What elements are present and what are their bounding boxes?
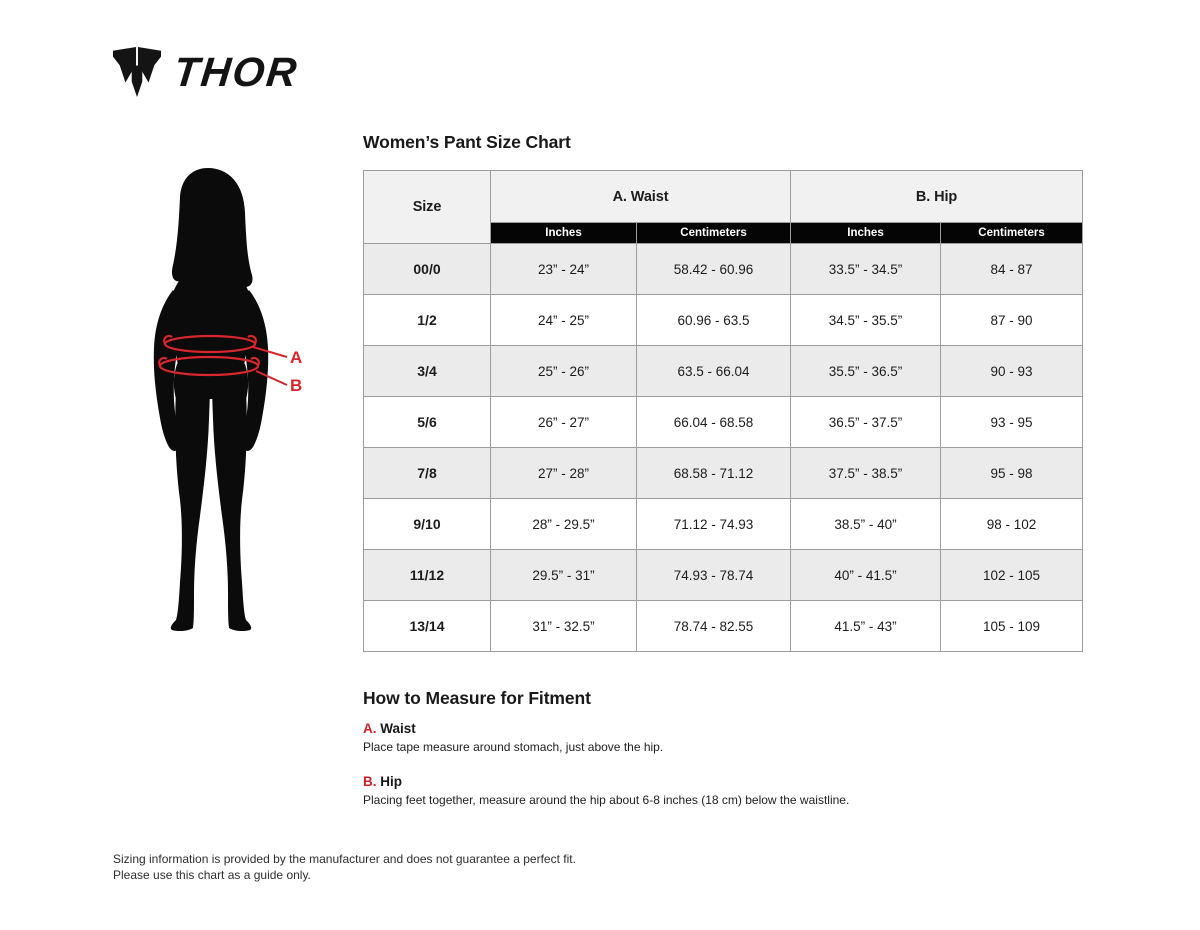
size-cell: 5/6: [363, 396, 491, 448]
unit-header-hip-centimeters: Centimeters: [939, 222, 1084, 244]
hip-centimeters-cell: 87 - 90: [939, 294, 1084, 346]
column-header-hip: B. Hip: [789, 170, 1084, 223]
table-row: 1/2 24” - 25” 60.96 - 63.5 34.5” - 35.5”…: [363, 294, 1084, 346]
brand-header: THOR: [112, 44, 301, 98]
hip-centimeters-cell: 98 - 102: [939, 498, 1084, 550]
hip-centimeters-cell: 95 - 98: [939, 447, 1084, 499]
table-row: 13/14 31” - 32.5” 78.74 - 82.55 41.5” - …: [363, 600, 1084, 652]
measure-name-hip: Hip: [380, 774, 403, 789]
hip-inches-cell: 38.5” - 40”: [790, 498, 941, 550]
column-header-size: Size: [363, 170, 491, 244]
table-row: 5/6 26” - 27” 66.04 - 68.58 36.5” - 37.5…: [363, 396, 1084, 448]
disclaimer-line-2: Please use this chart as a guide only.: [113, 867, 311, 882]
size-cell: 00/0: [363, 243, 491, 295]
hip-label: B: [290, 376, 302, 395]
waist-centimeters-cell: 74.93 - 78.74: [636, 549, 791, 601]
waist-centimeters-cell: 60.96 - 63.5: [636, 294, 791, 346]
waist-inches-cell: 27” - 28”: [490, 447, 637, 499]
hip-centimeters-cell: 93 - 95: [939, 396, 1084, 448]
hip-measure-line: B: [158, 355, 302, 395]
waist-centimeters-cell: 63.5 - 66.04: [636, 345, 791, 397]
hip-centimeters-cell: 84 - 87: [939, 243, 1084, 295]
column-header-waist: A. Waist: [490, 170, 791, 223]
group-header-row: Size A. Waist B. Hip: [363, 170, 1084, 244]
hip-inches-cell: 34.5” - 35.5”: [790, 294, 941, 346]
silhouette-hips: [173, 364, 249, 399]
unit-header-waist-centimeters: Centimeters: [636, 222, 791, 244]
table-row: 00/0 23” - 24” 58.42 - 60.96 33.5” - 34.…: [363, 243, 1084, 295]
waist-inches-cell: 23” - 24”: [490, 243, 637, 295]
waist-measure-line: A: [163, 334, 302, 367]
measure-name-waist: Waist: [380, 721, 416, 736]
waist-centimeters-cell: 58.42 - 60.96: [636, 243, 791, 295]
waist-inches-cell: 31” - 32.5”: [490, 600, 637, 652]
waist-centimeters-cell: 68.58 - 71.12: [636, 447, 791, 499]
waist-inches-cell: 24” - 25”: [490, 294, 637, 346]
size-cell: 11/12: [363, 549, 491, 601]
table-row: 7/8 27” - 28” 68.58 - 71.12 37.5” - 38.5…: [363, 447, 1084, 499]
size-chart-table: Size A. Waist B. Hip Inches Centimeters …: [363, 170, 1084, 652]
waist-centimeters-cell: 78.74 - 82.55: [636, 600, 791, 652]
measure-description-waist: Place tape measure around stomach, just …: [363, 740, 664, 754]
page-title: Women’s Pant Size Chart: [363, 132, 571, 152]
size-cell: 13/14: [363, 600, 491, 652]
table-row: 9/10 28” - 29.5” 71.12 - 74.93 38.5” - 4…: [363, 498, 1084, 550]
how-to-measure-title: How to Measure for Fitment: [363, 688, 591, 708]
waist-label: A: [290, 348, 302, 367]
silhouette-torso: [170, 264, 252, 374]
measure-letter-b: B.: [363, 774, 377, 789]
hip-inches-cell: 33.5” - 34.5”: [790, 243, 941, 295]
silhouette-head: [171, 168, 253, 288]
silhouette-right-leg: [212, 392, 252, 632]
table-row: 11/12 29.5” - 31” 74.93 - 78.74 40” - 41…: [363, 549, 1084, 601]
waist-centimeters-cell: 71.12 - 74.93: [636, 498, 791, 550]
measure-letter-a: A.: [363, 721, 377, 736]
unit-header-row: Inches Centimeters Inches Centimeters: [364, 222, 1084, 244]
hip-inches-cell: 41.5” - 43”: [790, 600, 941, 652]
unit-header-hip-inches: Inches: [790, 222, 941, 244]
hip-inches-cell: 36.5” - 37.5”: [790, 396, 941, 448]
how-to-measure-section: How to Measure for Fitment A. Waist Plac…: [363, 687, 1082, 807]
measure-item-waist: A. Waist Place tape measure around stoma…: [363, 721, 1082, 754]
table-row: 3/4 25” - 26” 63.5 - 66.04 35.5” - 36.5”…: [363, 345, 1084, 397]
thor-logo-icon: [112, 46, 162, 97]
size-cell: 7/8: [363, 447, 491, 499]
waist-inches-cell: 28” - 29.5”: [490, 498, 637, 550]
unit-header-waist-inches: Inches: [490, 222, 637, 244]
waist-inches-cell: 29.5” - 31”: [490, 549, 637, 601]
measure-item-hip: B. Hip Placing feet together, measure ar…: [363, 774, 1082, 807]
size-cell: 1/2: [363, 294, 491, 346]
size-cell: 9/10: [363, 498, 491, 550]
size-cell: 3/4: [363, 345, 491, 397]
silhouette-left-leg: [170, 392, 210, 632]
measure-description-hip: Placing feet together, measure around th…: [363, 793, 850, 807]
disclaimer-line-1: Sizing information is provided by the ma…: [113, 852, 576, 866]
hip-inches-cell: 40” - 41.5”: [790, 549, 941, 601]
waist-inches-cell: 26” - 27”: [490, 396, 637, 448]
hip-inches-cell: 35.5” - 36.5”: [790, 345, 941, 397]
waist-inches-cell: 25” - 26”: [490, 345, 637, 397]
size-chart-content: Women’s Pant Size Chart Size A. Waist B.…: [363, 131, 1084, 807]
disclaimer: Sizing information is provided by the ma…: [113, 852, 576, 883]
thor-wordmark: THOR: [171, 49, 301, 95]
hip-inches-cell: 37.5” - 38.5”: [790, 447, 941, 499]
hip-centimeters-cell: 102 - 105: [939, 549, 1084, 601]
waist-centimeters-cell: 66.04 - 68.58: [636, 396, 791, 448]
hip-centimeters-cell: 105 - 109: [939, 600, 1084, 652]
female-silhouette-figure: A B: [153, 168, 302, 632]
hip-centimeters-cell: 90 - 93: [939, 345, 1084, 397]
